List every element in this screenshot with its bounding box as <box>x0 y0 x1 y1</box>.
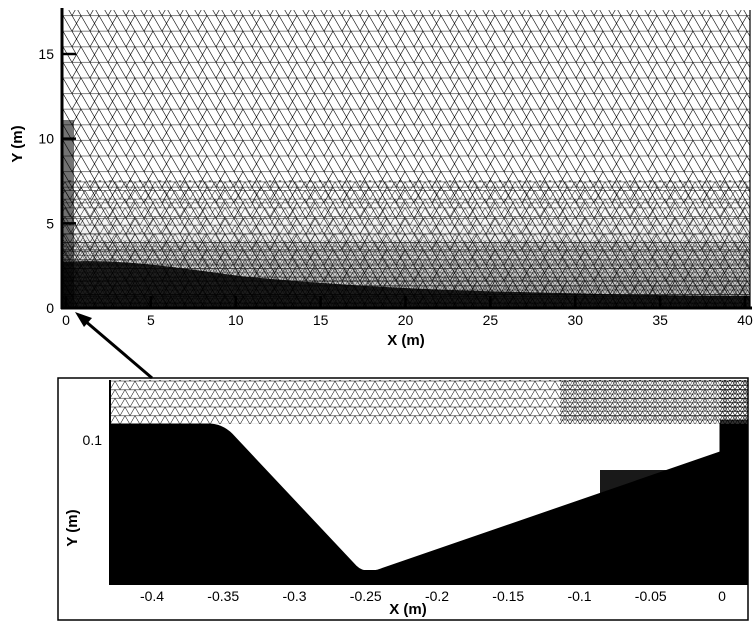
top-y-tick-label-2: 10 <box>38 131 54 147</box>
top-plot: 0 5 10 15 20 25 30 35 40 0 5 10 15 X (m) Y (m) <box>9 8 753 349</box>
top-x-tick-label-1: 5 <box>147 312 155 328</box>
top-y-tick-label-0: 0 <box>46 300 54 316</box>
top-x-tick-label-6: 30 <box>567 312 583 328</box>
inset-x-tick-label-7: -0.05 <box>635 588 667 604</box>
inset-x-ticks: -0.4 -0.35 -0.3 -0.25 -0.2 -0.15 -0.1 -0.05 0 <box>140 578 726 604</box>
inset-mesh <box>110 380 748 584</box>
inset-x-tick-label-4: -0.2 <box>425 588 449 604</box>
inset-x-tick-label-1: -0.35 <box>207 588 239 604</box>
top-y-tick-label-3: 15 <box>38 46 54 62</box>
top-x-axis-title: X (m) <box>387 332 425 349</box>
zoom-pointer-arrow <box>75 312 153 380</box>
inset-x-axis-title: X (m) <box>389 601 427 618</box>
inset-x-tick-label-0: -0.4 <box>140 588 164 604</box>
body-outline <box>110 424 720 572</box>
top-x-tick-label-5: 25 <box>483 312 499 328</box>
inset-x-tick-label-3: -0.25 <box>350 588 382 604</box>
top-x-tick-label-2: 10 <box>228 312 244 328</box>
top-x-tick-label-8: 40 <box>737 312 753 328</box>
inset-y-ticks: 0.1 <box>83 432 103 448</box>
top-x-tick-label-0: 0 <box>62 312 70 328</box>
inset-y-axis-title: Y (m) <box>64 509 81 546</box>
inset-plot: -0.4 -0.35 -0.3 -0.25 -0.2 -0.15 -0.1 -0.05 0 0.… <box>57 377 749 621</box>
top-y-axis-title: Y (m) <box>9 125 26 162</box>
inset-x-tick-label-5: -0.15 <box>492 588 524 604</box>
inset-x-tick-label-8: 0 <box>718 588 726 604</box>
inset-y-tick-label-0: 0.1 <box>83 432 103 448</box>
top-mesh <box>62 10 750 308</box>
top-x-tick-label-7: 35 <box>652 312 668 328</box>
inset-x-tick-label-2: -0.3 <box>282 588 306 604</box>
inset-x-tick-label-6: -0.1 <box>567 588 591 604</box>
top-y-tick-label-1: 5 <box>46 215 54 231</box>
top-x-ticks: 0 5 10 15 20 25 30 35 40 <box>62 296 753 328</box>
top-y-ticks: 0 5 10 15 <box>38 46 76 316</box>
top-x-tick-label-4: 20 <box>398 312 414 328</box>
top-x-tick-label-3: 15 <box>313 312 329 328</box>
